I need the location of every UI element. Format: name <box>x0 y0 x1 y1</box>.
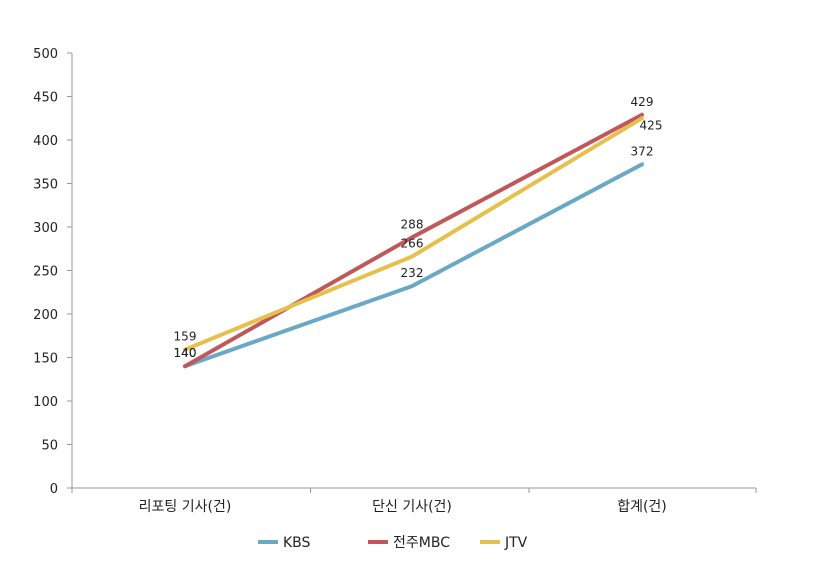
x-category-label: 단신 기사(건) <box>372 499 452 515</box>
data-label: 232 <box>401 266 424 280</box>
legend-label: KBS <box>283 535 311 551</box>
y-tick-label: 350 <box>33 178 58 193</box>
x-category-label: 합계(건) <box>617 499 667 515</box>
legend: KBS 전주MBC JTV <box>258 535 528 551</box>
legend-label: 전주MBC <box>393 535 450 551</box>
data-label: 140 <box>174 346 197 360</box>
legend-label: JTV <box>504 535 528 551</box>
series-lines <box>183 112 644 369</box>
y-tick-label: 500 <box>33 47 58 62</box>
data-label: 425 <box>640 118 663 132</box>
series-line-2 <box>183 116 644 352</box>
data-label: 266 <box>401 237 424 251</box>
y-tick-label: 400 <box>33 134 58 149</box>
y-tick-label: 450 <box>33 91 58 106</box>
y-tick-label: 50 <box>41 439 58 454</box>
data-label: 429 <box>631 95 654 109</box>
data-label: 159 <box>174 330 197 344</box>
data-label: 372 <box>631 144 654 158</box>
y-axis-ticks: 0 50 100 150 200 250 300 350 400 450 500 <box>33 47 72 497</box>
y-tick-label: 250 <box>33 265 58 280</box>
y-tick-label: 300 <box>33 221 58 236</box>
y-tick-label: 150 <box>33 352 58 367</box>
y-tick-label: 200 <box>33 308 58 323</box>
x-axis-categories: 리포팅 기사(건) 단신 기사(건) 합계(건) <box>71 488 757 515</box>
series-line-0 <box>183 162 644 369</box>
data-label: 288 <box>401 217 424 231</box>
x-category-label: 리포팅 기사(건) <box>139 499 232 515</box>
series-line-1 <box>183 112 644 369</box>
y-tick-label: 0 <box>50 482 58 497</box>
y-tick-label: 100 <box>33 395 58 410</box>
data-label: 140 <box>174 346 197 360</box>
